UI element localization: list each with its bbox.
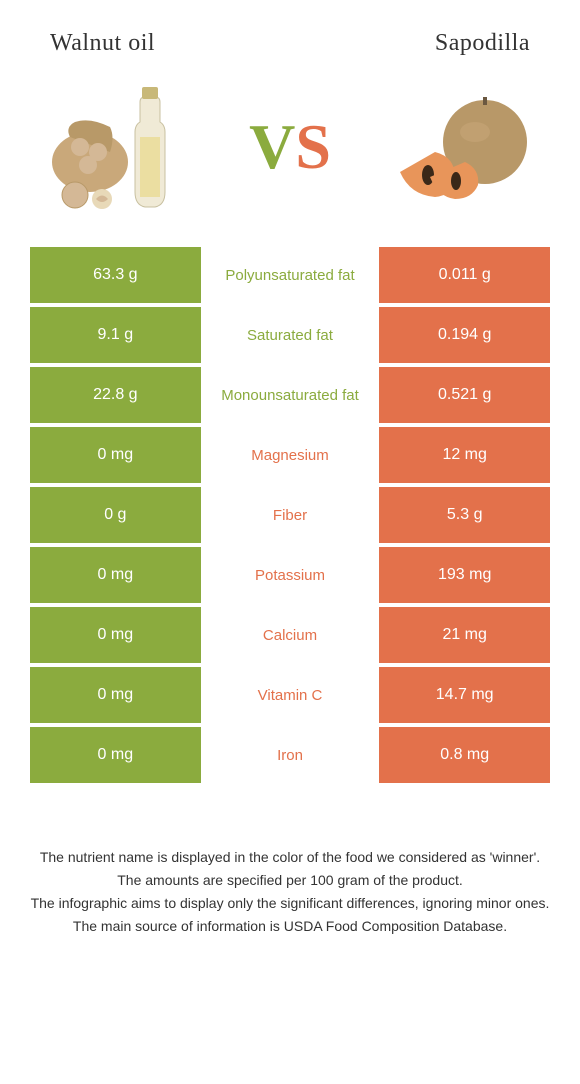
table-row: 0 mgIron0.8 mg xyxy=(30,727,550,783)
right-value: 12 mg xyxy=(379,427,550,483)
right-value: 0.8 mg xyxy=(379,727,550,783)
table-row: 0 mgCalcium21 mg xyxy=(30,607,550,663)
table-row: 0 mgMagnesium12 mg xyxy=(30,427,550,483)
vs-label: VS xyxy=(249,110,331,184)
footer-line-2: The amounts are specified per 100 gram o… xyxy=(20,870,560,891)
left-value: 0 mg xyxy=(30,427,201,483)
nutrient-label: Magnesium xyxy=(201,427,380,483)
left-food-title: Walnut oil xyxy=(50,30,155,57)
left-value: 0 mg xyxy=(30,667,201,723)
left-food-image xyxy=(40,77,200,217)
footer-line-4: The main source of information is USDA F… xyxy=(20,916,560,937)
nutrient-label: Calcium xyxy=(201,607,380,663)
right-value: 193 mg xyxy=(379,547,550,603)
left-value: 63.3 g xyxy=(30,247,201,303)
right-food-title: Sapodilla xyxy=(435,30,530,57)
right-value: 21 mg xyxy=(379,607,550,663)
right-value: 0.521 g xyxy=(379,367,550,423)
header: Walnut oil Sapodilla xyxy=(0,0,580,67)
nutrient-label: Potassium xyxy=(201,547,380,603)
footer-notes: The nutrient name is displayed in the co… xyxy=(0,787,580,959)
table-row: 0 mgPotassium193 mg xyxy=(30,547,550,603)
table-row: 0 gFiber5.3 g xyxy=(30,487,550,543)
comparison-table: 63.3 gPolyunsaturated fat0.011 g9.1 gSat… xyxy=(0,247,580,783)
right-value: 14.7 mg xyxy=(379,667,550,723)
left-value: 22.8 g xyxy=(30,367,201,423)
vs-v-letter: V xyxy=(249,110,295,184)
footer-line-1: The nutrient name is displayed in the co… xyxy=(20,847,560,868)
left-value: 0 mg xyxy=(30,607,201,663)
table-row: 0 mgVitamin C14.7 mg xyxy=(30,667,550,723)
right-value: 0.011 g xyxy=(379,247,550,303)
nutrient-label: Monounsaturated fat xyxy=(201,367,380,423)
right-value: 5.3 g xyxy=(379,487,550,543)
left-value: 9.1 g xyxy=(30,307,201,363)
table-row: 9.1 gSaturated fat0.194 g xyxy=(30,307,550,363)
vs-section: VS xyxy=(0,67,580,247)
nutrient-label: Saturated fat xyxy=(201,307,380,363)
left-value: 0 mg xyxy=(30,547,201,603)
left-value: 0 mg xyxy=(30,727,201,783)
table-row: 22.8 gMonounsaturated fat0.521 g xyxy=(30,367,550,423)
nutrient-label: Iron xyxy=(201,727,380,783)
footer-line-3: The infographic aims to display only the… xyxy=(20,893,560,914)
nutrient-label: Vitamin C xyxy=(201,667,380,723)
table-row: 63.3 gPolyunsaturated fat0.011 g xyxy=(30,247,550,303)
left-value: 0 g xyxy=(30,487,201,543)
nutrient-label: Polyunsaturated fat xyxy=(201,247,380,303)
nutrient-label: Fiber xyxy=(201,487,380,543)
right-food-image xyxy=(380,77,540,217)
right-value: 0.194 g xyxy=(379,307,550,363)
vs-s-letter: S xyxy=(295,110,331,184)
